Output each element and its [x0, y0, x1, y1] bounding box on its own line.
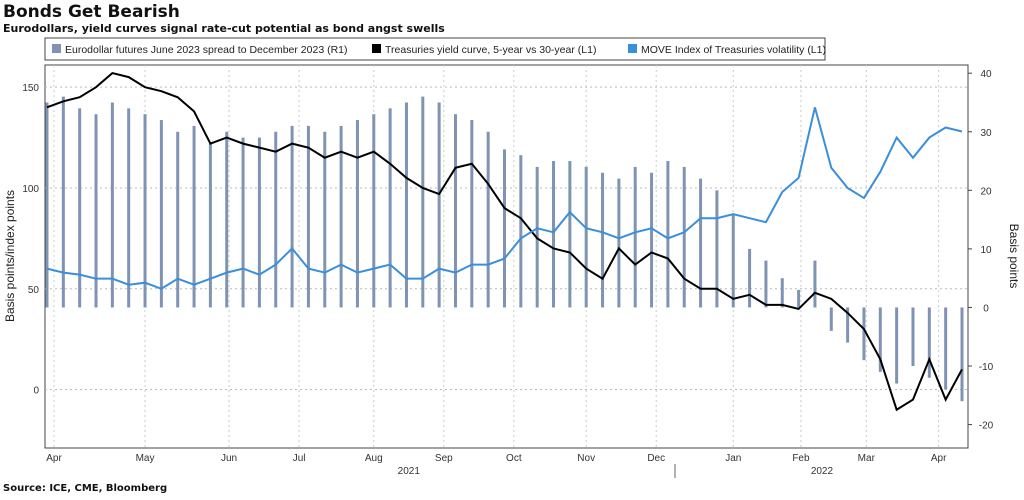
- legend-box: [44, 37, 826, 61]
- eurodollar-bar: [699, 178, 703, 308]
- left-tick-label: 0: [33, 386, 39, 397]
- eurodollar-bar: [650, 172, 654, 308]
- eurodollar-bar: [503, 149, 506, 308]
- x-tick-label: Feb: [792, 453, 810, 464]
- year-label: 2022: [811, 466, 834, 477]
- eurodollar-bar: [274, 131, 278, 308]
- right-tick-label: 40: [980, 69, 992, 80]
- left-axis-label: Basis points/index points: [3, 190, 17, 322]
- eurodollar-bar: [306, 125, 310, 308]
- eurodollar-bar: [797, 289, 801, 308]
- eurodollar-bar: [421, 96, 425, 308]
- eurodollar-bar: [715, 190, 719, 308]
- eurodollar-bar: [61, 96, 65, 308]
- right-tick-label: 0: [983, 303, 989, 314]
- eurodollar-bar: [862, 307, 866, 361]
- legend-swatch: [372, 44, 381, 53]
- eurodollar-bar: [584, 166, 588, 308]
- eurodollar-bar: [208, 143, 212, 308]
- eurodollar-bar: [241, 137, 245, 308]
- eurodollar-bar: [731, 213, 735, 308]
- legend-label: Eurodollar futures June 2023 spread to D…: [65, 44, 348, 56]
- eurodollar-bar: [568, 161, 572, 308]
- eurodollar-bar: [127, 108, 131, 308]
- eurodollar-bar: [617, 178, 621, 308]
- left-tick-label: 50: [28, 285, 40, 296]
- eurodollar-bar: [519, 155, 523, 308]
- eurodollar-bar: [878, 307, 882, 372]
- eurodollar-bar: [764, 260, 768, 308]
- eurodollar-bar: [944, 307, 948, 390]
- eurodollar-bar: [437, 102, 441, 308]
- eurodollar-bar: [486, 131, 490, 308]
- eurodollar-bar: [372, 114, 376, 308]
- x-tick-label: Sep: [435, 453, 453, 464]
- x-tick-label: Dec: [647, 453, 665, 464]
- eurodollar-bar: [110, 102, 114, 308]
- eurodollar-bar: [453, 114, 457, 308]
- eurodollar-bar: [633, 166, 637, 308]
- eurodollar-bar: [388, 108, 392, 308]
- chart-subtitle: Eurodollars, yield curves signal rate-cu…: [3, 22, 445, 35]
- x-tick-label: Apr: [931, 453, 947, 464]
- eurodollar-bar: [748, 248, 752, 308]
- treasuries-line: [46, 71, 963, 412]
- x-tick-label: Jan: [725, 453, 741, 464]
- right-tick-label: -20: [979, 421, 994, 432]
- eurodollar-bar: [323, 131, 327, 308]
- legend-swatch: [628, 44, 637, 53]
- eurodollar-bar: [225, 131, 229, 308]
- eurodollar-bar: [159, 120, 163, 308]
- eurodollar-bar: [895, 307, 899, 384]
- eurodollar-bar: [94, 114, 98, 308]
- eurodollar-bar: [290, 125, 294, 308]
- eurodollar-bar: [813, 260, 817, 308]
- eurodollar-bar: [78, 108, 82, 308]
- legend-swatch: [52, 44, 61, 53]
- source-note: Source: ICE, CME, Bloomberg: [3, 483, 168, 494]
- eurodollar-bar: [470, 120, 474, 308]
- right-tick-label: -10: [979, 362, 994, 373]
- legend-label: Treasuries yield curve, 5-year vs 30-yea…: [385, 44, 596, 56]
- eurodollar-bar: [911, 307, 915, 367]
- eurodollar-bar: [176, 131, 180, 308]
- x-tick-label: May: [136, 453, 155, 464]
- eurodollar-bar: [666, 161, 670, 308]
- left-tick-label: 150: [22, 83, 39, 94]
- eurodollar-bar: [192, 125, 196, 308]
- x-tick-label: Oct: [506, 453, 522, 464]
- eurodollar-bar: [682, 166, 686, 308]
- eurodollar-bar: [355, 120, 359, 308]
- x-tick-label: Mar: [858, 453, 876, 464]
- eurodollar-bar: [927, 307, 931, 378]
- right-tick-label: 20: [980, 186, 992, 197]
- eurodollar-bar: [552, 161, 556, 308]
- x-tick-label: Apr: [46, 453, 62, 464]
- eurodollar-bar: [339, 125, 343, 308]
- move-line: [46, 107, 963, 290]
- left-tick-label: 100: [22, 184, 39, 195]
- x-tick-label: Nov: [577, 453, 595, 464]
- x-tick-label: Jun: [221, 453, 237, 464]
- eurodollar-bar: [846, 307, 850, 343]
- chart-title: Bonds Get Bearish: [3, 2, 180, 22]
- eurodollar-bar: [143, 114, 147, 308]
- legend-label: MOVE Index of Treasuries volatility (L1): [641, 44, 826, 56]
- eurodollar-bar: [960, 307, 964, 402]
- year-label: 2021: [398, 466, 421, 477]
- eurodollar-bar: [601, 172, 605, 308]
- x-tick-label: Aug: [365, 453, 383, 464]
- eurodollar-bar: [257, 137, 261, 308]
- right-axis-label: Basis points: [1007, 224, 1021, 289]
- right-tick-label: 10: [980, 245, 992, 256]
- eurodollar-bar: [780, 278, 784, 308]
- eurodollar-bar: [404, 102, 408, 308]
- x-tick-label: Jul: [293, 453, 306, 464]
- right-tick-label: 30: [980, 128, 992, 139]
- eurodollar-bar: [829, 307, 833, 331]
- eurodollar-bar: [45, 102, 49, 308]
